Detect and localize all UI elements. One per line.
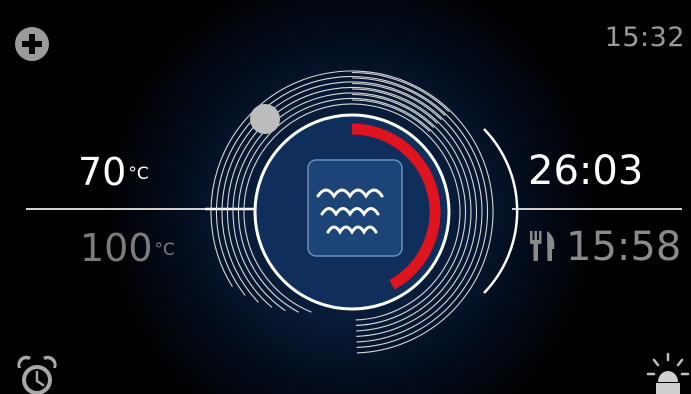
- end-time[interactable]: 15:58: [530, 227, 681, 267]
- cooking-progress-arc: [351, 123, 441, 290]
- end-time-value: 15:58: [566, 224, 682, 270]
- scale-ring: [226, 86, 478, 337]
- target-temperature[interactable]: 100 °C: [80, 229, 175, 267]
- target-temperature-value: 100: [80, 226, 153, 270]
- scale-ring-segment: [351, 99, 431, 132]
- scale-ring-segment: [351, 77, 446, 117]
- temperature-slider-knob[interactable]: [250, 104, 280, 134]
- scale-ring-segment: [351, 93, 435, 128]
- mode-button[interactable]: [307, 159, 403, 257]
- current-temperature-unit: °C: [128, 164, 149, 184]
- status-clock: 15:32: [604, 22, 685, 53]
- add-icon[interactable]: [14, 26, 50, 62]
- scale-ring-segment: [351, 88, 438, 124]
- current-temperature[interactable]: 70 °C: [78, 153, 149, 191]
- current-temperature-value: 70: [78, 150, 127, 194]
- scale-ring: [221, 81, 483, 343]
- scale-ring: [215, 76, 488, 348]
- scale-rings: [210, 70, 494, 354]
- scale-ring: [232, 92, 472, 332]
- timer-arc: [483, 128, 519, 294]
- scale-ring-segment: [351, 71, 450, 113]
- scale-ring: [237, 97, 467, 326]
- scale-ring: [243, 103, 461, 321]
- alarm-clock-icon[interactable]: [14, 354, 60, 394]
- scale-ring-segment: [351, 82, 442, 120]
- oven-light-icon[interactable]: [644, 352, 691, 394]
- target-temperature-unit: °C: [154, 240, 175, 260]
- scale-ring: [210, 70, 494, 354]
- remaining-time[interactable]: 26:03: [528, 148, 644, 194]
- cutlery-icon: [530, 231, 555, 261]
- steam-icon: [316, 188, 384, 235]
